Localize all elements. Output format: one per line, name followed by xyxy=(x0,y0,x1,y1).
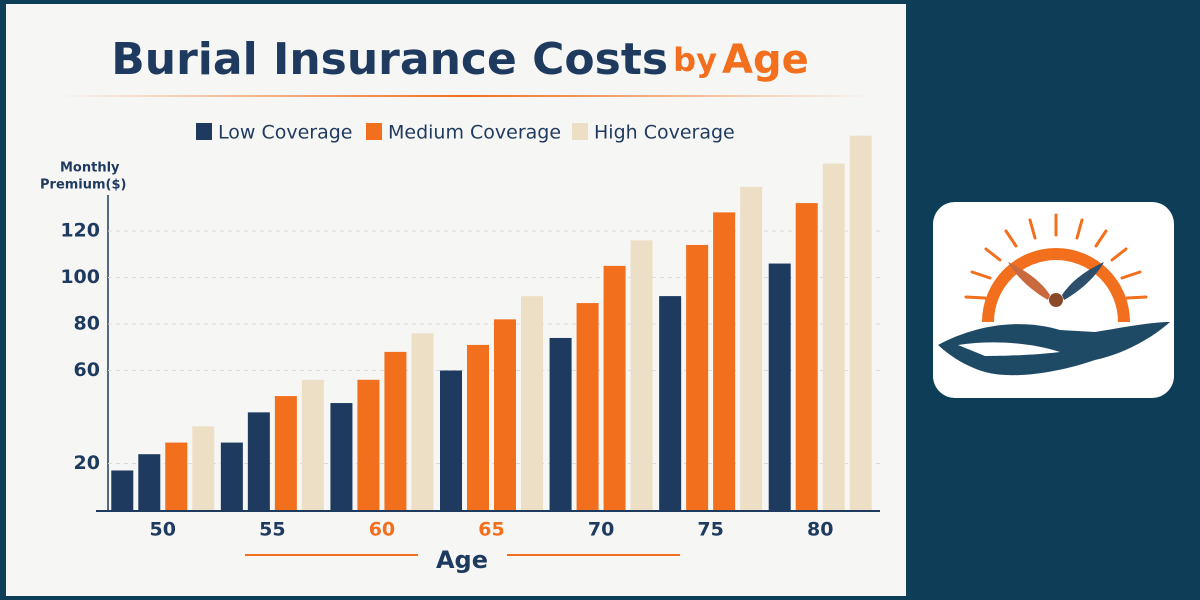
x-tick-label: 55 xyxy=(259,519,285,541)
bar xyxy=(713,212,736,510)
y-tick-label: 120 xyxy=(60,220,100,242)
bar xyxy=(301,379,324,510)
figure-head xyxy=(1049,293,1063,307)
bar xyxy=(111,470,134,510)
bar xyxy=(247,412,270,510)
legend: Low Coverage Medium Coverage High Coverage xyxy=(196,122,735,144)
bar xyxy=(630,240,653,511)
bar xyxy=(521,296,543,510)
hand xyxy=(938,322,1170,376)
x-tick-label: 50 xyxy=(150,519,176,541)
bar xyxy=(467,344,489,510)
chart-title: Burial Insurance Costs by Age xyxy=(111,34,809,85)
y-axis-label: Monthly xyxy=(60,161,120,176)
bar xyxy=(686,244,709,510)
x-tick-label: 65 xyxy=(478,519,504,541)
y-tick-label: 80 xyxy=(74,313,100,335)
bar xyxy=(494,319,516,510)
bar xyxy=(138,454,161,510)
bar xyxy=(603,265,626,510)
wing xyxy=(1062,262,1104,300)
title-age: Age xyxy=(722,37,809,83)
bar xyxy=(274,396,297,510)
legend-label: High Coverage xyxy=(594,122,735,144)
bar xyxy=(192,426,215,510)
sun-rays xyxy=(964,213,1148,300)
legend-swatch xyxy=(366,123,382,140)
bar xyxy=(357,379,380,510)
bar xyxy=(549,337,572,510)
bar xyxy=(768,263,791,510)
y-axis-label: Premium($) xyxy=(40,178,127,193)
bar xyxy=(411,333,434,510)
x-tick-label: 75 xyxy=(697,519,723,541)
bar xyxy=(384,351,407,510)
bar xyxy=(740,186,763,510)
x-tick-label: 70 xyxy=(588,519,614,541)
y-tick-label: 20 xyxy=(74,452,100,474)
bar xyxy=(165,442,188,510)
x-tick-label: 60 xyxy=(369,519,395,541)
sun-arc xyxy=(982,248,1130,322)
bar xyxy=(849,135,872,511)
legend-label: Low Coverage xyxy=(218,122,352,144)
bar xyxy=(659,296,682,510)
bar xyxy=(220,442,243,510)
legend-swatch xyxy=(196,123,212,140)
title-rule xyxy=(60,95,870,97)
bar xyxy=(576,303,599,510)
hand-highlight xyxy=(958,342,1060,356)
bar xyxy=(440,370,462,510)
title-main: Burial Insurance Costs xyxy=(111,34,668,85)
legend-swatch xyxy=(572,123,588,140)
logo xyxy=(933,202,1174,398)
y-tick-label: 60 xyxy=(74,359,100,381)
wing xyxy=(1008,262,1050,300)
x-axis-label: Age xyxy=(436,546,488,574)
x-tick-label: 80 xyxy=(807,519,833,541)
bar xyxy=(330,403,353,510)
y-tick-label: 100 xyxy=(60,266,100,288)
plot: 20 60 80 100 120 50 55 60 65 70 75 80 xyxy=(60,135,880,541)
bar xyxy=(822,163,845,510)
title-by: by xyxy=(673,41,717,79)
bar xyxy=(795,203,818,510)
legend-label: Medium Coverage xyxy=(388,122,561,144)
